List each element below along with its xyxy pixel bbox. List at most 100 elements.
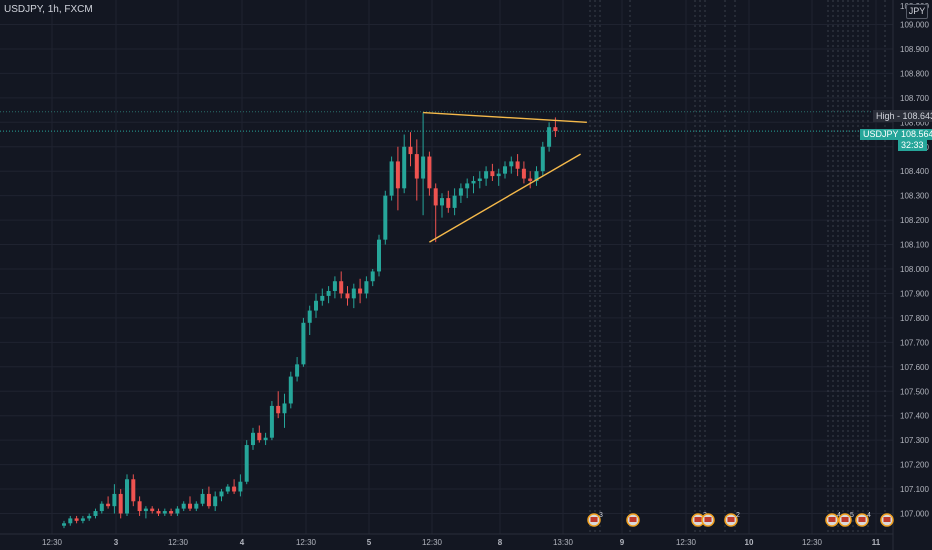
- currency-badge[interactable]: JPY: [906, 4, 928, 19]
- candle-body: [471, 180, 476, 184]
- event-badge-count: 5: [850, 512, 854, 519]
- event-badge: 4: [825, 512, 841, 527]
- candle-body: [219, 491, 224, 497]
- candle-body: [421, 156, 426, 179]
- candle: [188, 496, 192, 512]
- candle-body: [87, 515, 92, 519]
- candle-body: [99, 503, 104, 512]
- last-price-value: 108.564: [898, 129, 932, 140]
- candle: [99, 501, 104, 514]
- candle-body: [225, 486, 230, 492]
- trendlines[interactable]: [423, 111, 587, 243]
- candle: [131, 474, 136, 507]
- candle-body: [389, 161, 394, 196]
- candle: [540, 141, 545, 177]
- candle-body: [74, 518, 79, 521]
- time-tick-label: 4: [240, 538, 245, 547]
- candle: [515, 154, 520, 177]
- candles[interactable]: [62, 112, 558, 529]
- event-flag-icon: [841, 517, 849, 522]
- price-tick-label: 107.600: [900, 363, 929, 372]
- candle: [345, 286, 350, 306]
- candle: [389, 156, 394, 201]
- time-tick-label: 5: [367, 538, 372, 547]
- time-tick-label: 9: [620, 538, 625, 547]
- event-flag-icon: [727, 517, 735, 522]
- candle: [534, 166, 539, 186]
- bar-countdown: 32:33: [898, 140, 927, 151]
- candle: [125, 474, 129, 516]
- candle-body: [446, 198, 451, 208]
- candle: [68, 515, 73, 526]
- candle: [80, 515, 85, 524]
- price-tick-label: 107.000: [900, 510, 929, 519]
- candle-body: [112, 493, 117, 507]
- candle-body: [188, 503, 192, 509]
- candle: [326, 286, 331, 304]
- candle: [307, 305, 312, 336]
- high-price-tag: High - 108.643: [873, 110, 932, 122]
- candle-body: [232, 486, 237, 492]
- time-tick-label: 11: [872, 538, 881, 547]
- price-tick-label: 108.600: [900, 118, 929, 127]
- candle: [452, 188, 457, 216]
- candle-body: [106, 503, 111, 507]
- candle: [339, 271, 344, 299]
- candle-body: [528, 178, 533, 181]
- candle-body: [118, 493, 123, 514]
- candle: [471, 176, 476, 194]
- price-tick-label: 108.900: [900, 45, 929, 54]
- event-badge: [626, 513, 640, 527]
- time-tick-label: 13:30: [553, 538, 574, 547]
- candle-body: [484, 171, 489, 179]
- candle-body: [427, 156, 432, 189]
- candle-body: [332, 281, 337, 292]
- trendline: [423, 111, 587, 123]
- candle: [314, 293, 318, 318]
- candle-body: [257, 432, 262, 441]
- candle: [282, 393, 287, 428]
- candle-body: [125, 479, 129, 514]
- price-tick-label: 107.800: [900, 314, 929, 323]
- event-badge-count: 2: [736, 512, 740, 519]
- candle-body: [402, 146, 407, 189]
- price-tick-label: 107.700: [900, 338, 929, 347]
- time-tick-label: 10: [745, 538, 754, 547]
- candle: [175, 506, 180, 516]
- candle-body: [62, 523, 66, 526]
- candle: [358, 278, 363, 304]
- candle-body: [503, 166, 507, 174]
- candle: [263, 432, 268, 446]
- candle-body: [80, 518, 85, 521]
- candle-body: [194, 503, 199, 509]
- candle: [257, 425, 262, 443]
- event-flag-icon: [858, 517, 866, 522]
- candle-body: [131, 479, 136, 502]
- candle-body: [458, 188, 463, 196]
- event-badge: 4: [855, 512, 871, 527]
- time-tick-label: 12:30: [802, 538, 823, 547]
- candle-body: [156, 511, 161, 514]
- candle: [62, 520, 66, 529]
- candle: [446, 190, 451, 213]
- candle-body: [534, 171, 539, 181]
- price-tick-label: 107.300: [900, 436, 929, 445]
- symbol-title[interactable]: USDJPY, 1h, FXCM: [4, 4, 93, 15]
- candle-body: [364, 281, 369, 294]
- candle-body: [181, 503, 186, 509]
- candle: [377, 234, 381, 277]
- price-axis-labels[interactable]: 107.000 107.100 107.200 107.300 107.400 107.5…: [900, 21, 929, 519]
- candle-body: [358, 288, 363, 294]
- candle: [74, 515, 79, 524]
- candle: [320, 288, 325, 306]
- time-axis-labels[interactable]: 12:30 3 12:30 4 12:30 5 12:30 8 13:30 9 12:30 10 12:…: [42, 538, 881, 547]
- candle-body: [440, 198, 444, 206]
- event-badges[interactable]: 332454: [587, 512, 894, 527]
- candle: [440, 193, 444, 218]
- event-badge: [701, 513, 715, 527]
- candle-body: [276, 405, 281, 414]
- candle: [112, 484, 117, 514]
- candle-body: [206, 493, 211, 507]
- time-tick-label: 3: [114, 538, 119, 547]
